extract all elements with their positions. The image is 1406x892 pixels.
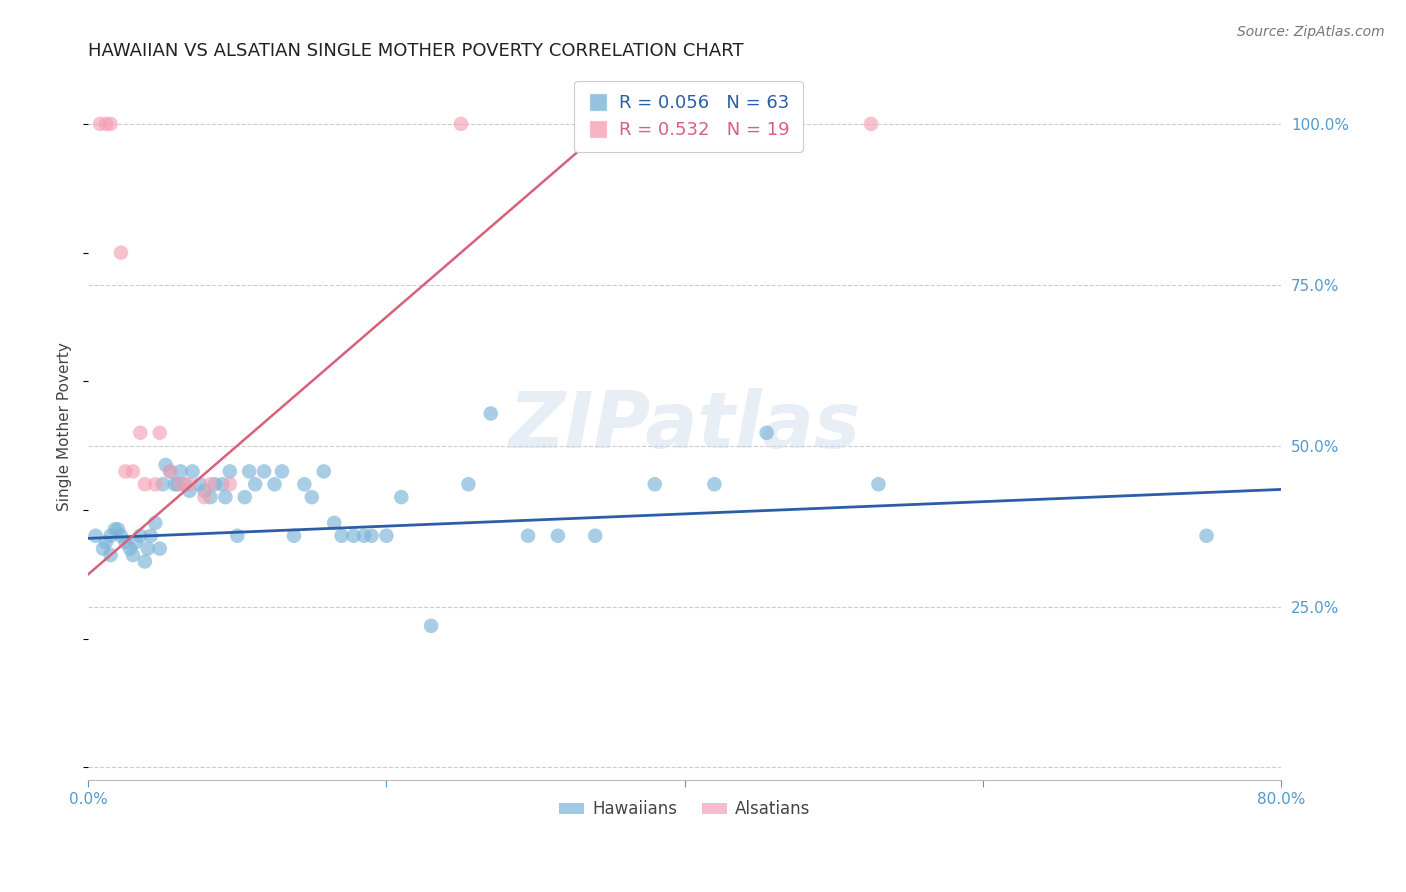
Point (122, 548, 145, 562)
Point (375, 529, 398, 543)
Point (149, 425, 172, 440)
Point (204, 477, 226, 491)
Point (152, 477, 174, 491)
Point (301, 490, 323, 504)
Point (330, 529, 353, 543)
Point (139, 529, 162, 543)
Point (179, 483, 201, 498)
Point (211, 477, 233, 491)
Point (243, 477, 266, 491)
Point (110, 529, 132, 543)
Point (134, 477, 156, 491)
Point (226, 529, 249, 543)
Point (129, 425, 152, 440)
Y-axis label: Single Mother Poverty: Single Mother Poverty (58, 342, 72, 511)
Point (94, 117, 117, 131)
Point (1195, 529, 1218, 543)
Point (100, 529, 122, 543)
Point (238, 464, 260, 478)
Legend: Hawaiians, Alsatians: Hawaiians, Alsatians (553, 794, 817, 825)
Point (193, 490, 215, 504)
Point (323, 516, 346, 530)
Point (283, 529, 305, 543)
Point (169, 464, 191, 478)
Point (114, 535, 136, 549)
Point (159, 464, 181, 478)
Point (129, 529, 152, 543)
Point (583, 529, 606, 543)
Point (104, 522, 127, 536)
Point (107, 522, 129, 536)
Point (169, 477, 191, 491)
Point (218, 477, 240, 491)
Point (134, 554, 156, 568)
Point (100, 548, 122, 562)
Point (149, 541, 172, 556)
Point (353, 529, 375, 543)
Point (547, 529, 569, 543)
Point (644, 477, 666, 491)
Point (114, 464, 136, 478)
Point (200, 490, 222, 504)
Text: HAWAIIAN VS ALSATIAN SINGLE MOTHER POVERTY CORRELATION CHART: HAWAIIAN VS ALSATIAN SINGLE MOTHER POVER… (89, 42, 744, 60)
Point (94, 535, 117, 549)
Point (703, 477, 725, 491)
Point (166, 477, 188, 491)
Point (253, 464, 276, 478)
Point (125, 535, 148, 549)
Point (174, 477, 197, 491)
Point (188, 477, 211, 491)
Point (450, 117, 472, 131)
Point (200, 477, 222, 491)
Point (89, 117, 111, 131)
Point (389, 490, 412, 504)
Point (271, 464, 294, 478)
Point (100, 117, 122, 131)
Point (84, 529, 107, 543)
Point (143, 477, 166, 491)
Point (263, 477, 285, 491)
Point (179, 477, 201, 491)
Point (218, 464, 240, 478)
Point (110, 245, 132, 260)
Point (163, 477, 186, 491)
Point (517, 529, 540, 543)
Point (91, 541, 114, 556)
Point (214, 490, 236, 504)
Point (457, 477, 479, 491)
Point (118, 541, 141, 556)
Point (143, 516, 166, 530)
Point (360, 529, 382, 543)
Point (181, 464, 204, 478)
Point (420, 619, 443, 633)
Text: ZIPatlas: ZIPatlas (509, 388, 860, 465)
Point (233, 490, 256, 504)
Point (292, 477, 315, 491)
Point (155, 458, 177, 472)
Point (159, 464, 181, 478)
Point (136, 541, 159, 556)
Point (122, 464, 145, 478)
Point (312, 464, 335, 478)
Point (479, 407, 502, 421)
Point (193, 483, 215, 498)
Point (868, 477, 890, 491)
Text: Source: ZipAtlas.com: Source: ZipAtlas.com (1237, 25, 1385, 39)
Point (755, 425, 778, 440)
Point (342, 529, 364, 543)
Point (599, 117, 621, 131)
Point (860, 117, 883, 131)
